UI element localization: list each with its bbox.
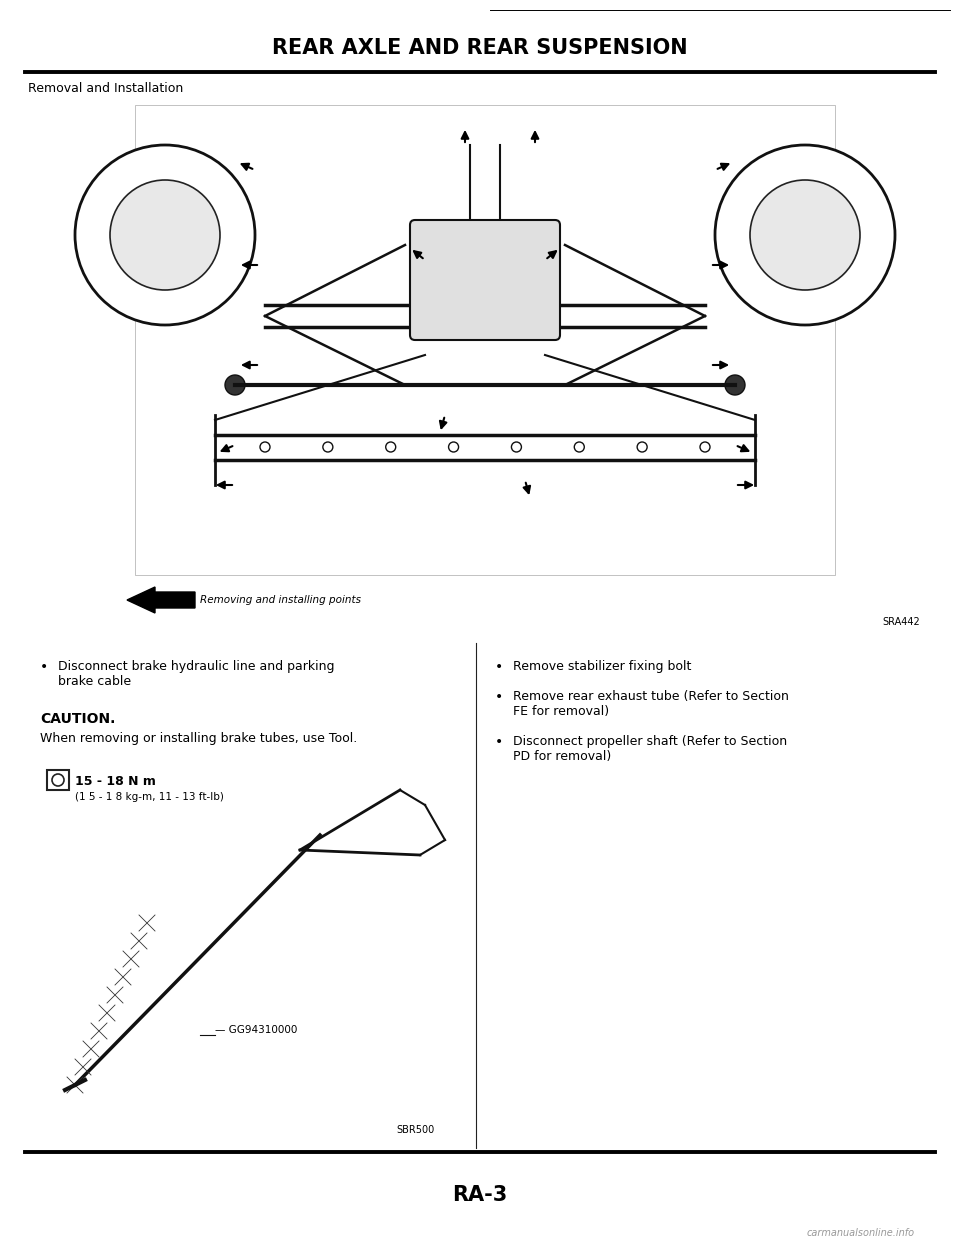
Text: REAR AXLE AND REAR SUSPENSION: REAR AXLE AND REAR SUSPENSION: [273, 39, 687, 59]
Circle shape: [700, 442, 710, 452]
Text: carmanualsonline.info: carmanualsonline.info: [806, 1228, 915, 1238]
Text: Disconnect brake hydraulic line and parking
brake cable: Disconnect brake hydraulic line and park…: [58, 660, 334, 688]
Text: Remove stabilizer fixing bolt: Remove stabilizer fixing bolt: [513, 660, 691, 674]
Text: 15 - 18 N m: 15 - 18 N m: [75, 774, 156, 788]
Text: •: •: [495, 690, 503, 703]
Text: •: •: [495, 735, 503, 749]
Text: SBR500: SBR500: [396, 1125, 435, 1135]
Circle shape: [725, 375, 745, 395]
Circle shape: [715, 144, 895, 325]
Circle shape: [323, 442, 333, 452]
Text: When removing or installing brake tubes, use Tool.: When removing or installing brake tubes,…: [40, 732, 357, 745]
Text: — GG94310000: — GG94310000: [215, 1025, 298, 1035]
Circle shape: [574, 442, 585, 452]
Circle shape: [512, 442, 521, 452]
Text: RA-3: RA-3: [452, 1185, 508, 1205]
Circle shape: [260, 442, 270, 452]
Text: •: •: [40, 660, 48, 674]
Text: SRA442: SRA442: [882, 618, 920, 627]
Text: •: •: [495, 660, 503, 674]
Circle shape: [637, 442, 647, 452]
Circle shape: [110, 181, 220, 290]
FancyArrow shape: [127, 586, 195, 613]
FancyBboxPatch shape: [47, 769, 69, 791]
Text: Remove rear exhaust tube (Refer to Section
FE for removal): Remove rear exhaust tube (Refer to Secti…: [513, 690, 789, 718]
Text: Removing and installing points: Removing and installing points: [200, 595, 361, 605]
Circle shape: [448, 442, 459, 452]
Text: Disconnect propeller shaft (Refer to Section
PD for removal): Disconnect propeller shaft (Refer to Sec…: [513, 735, 787, 763]
Circle shape: [750, 181, 860, 290]
Text: CAUTION.: CAUTION.: [40, 712, 115, 726]
Text: (1 5 - 1 8 kg-m, 11 - 13 ft-lb): (1 5 - 1 8 kg-m, 11 - 13 ft-lb): [75, 792, 224, 802]
FancyBboxPatch shape: [410, 220, 560, 340]
Circle shape: [52, 774, 64, 786]
Bar: [135, 105, 835, 575]
Circle shape: [225, 375, 245, 395]
Circle shape: [75, 144, 255, 325]
Text: Removal and Installation: Removal and Installation: [28, 81, 183, 95]
Circle shape: [386, 442, 396, 452]
